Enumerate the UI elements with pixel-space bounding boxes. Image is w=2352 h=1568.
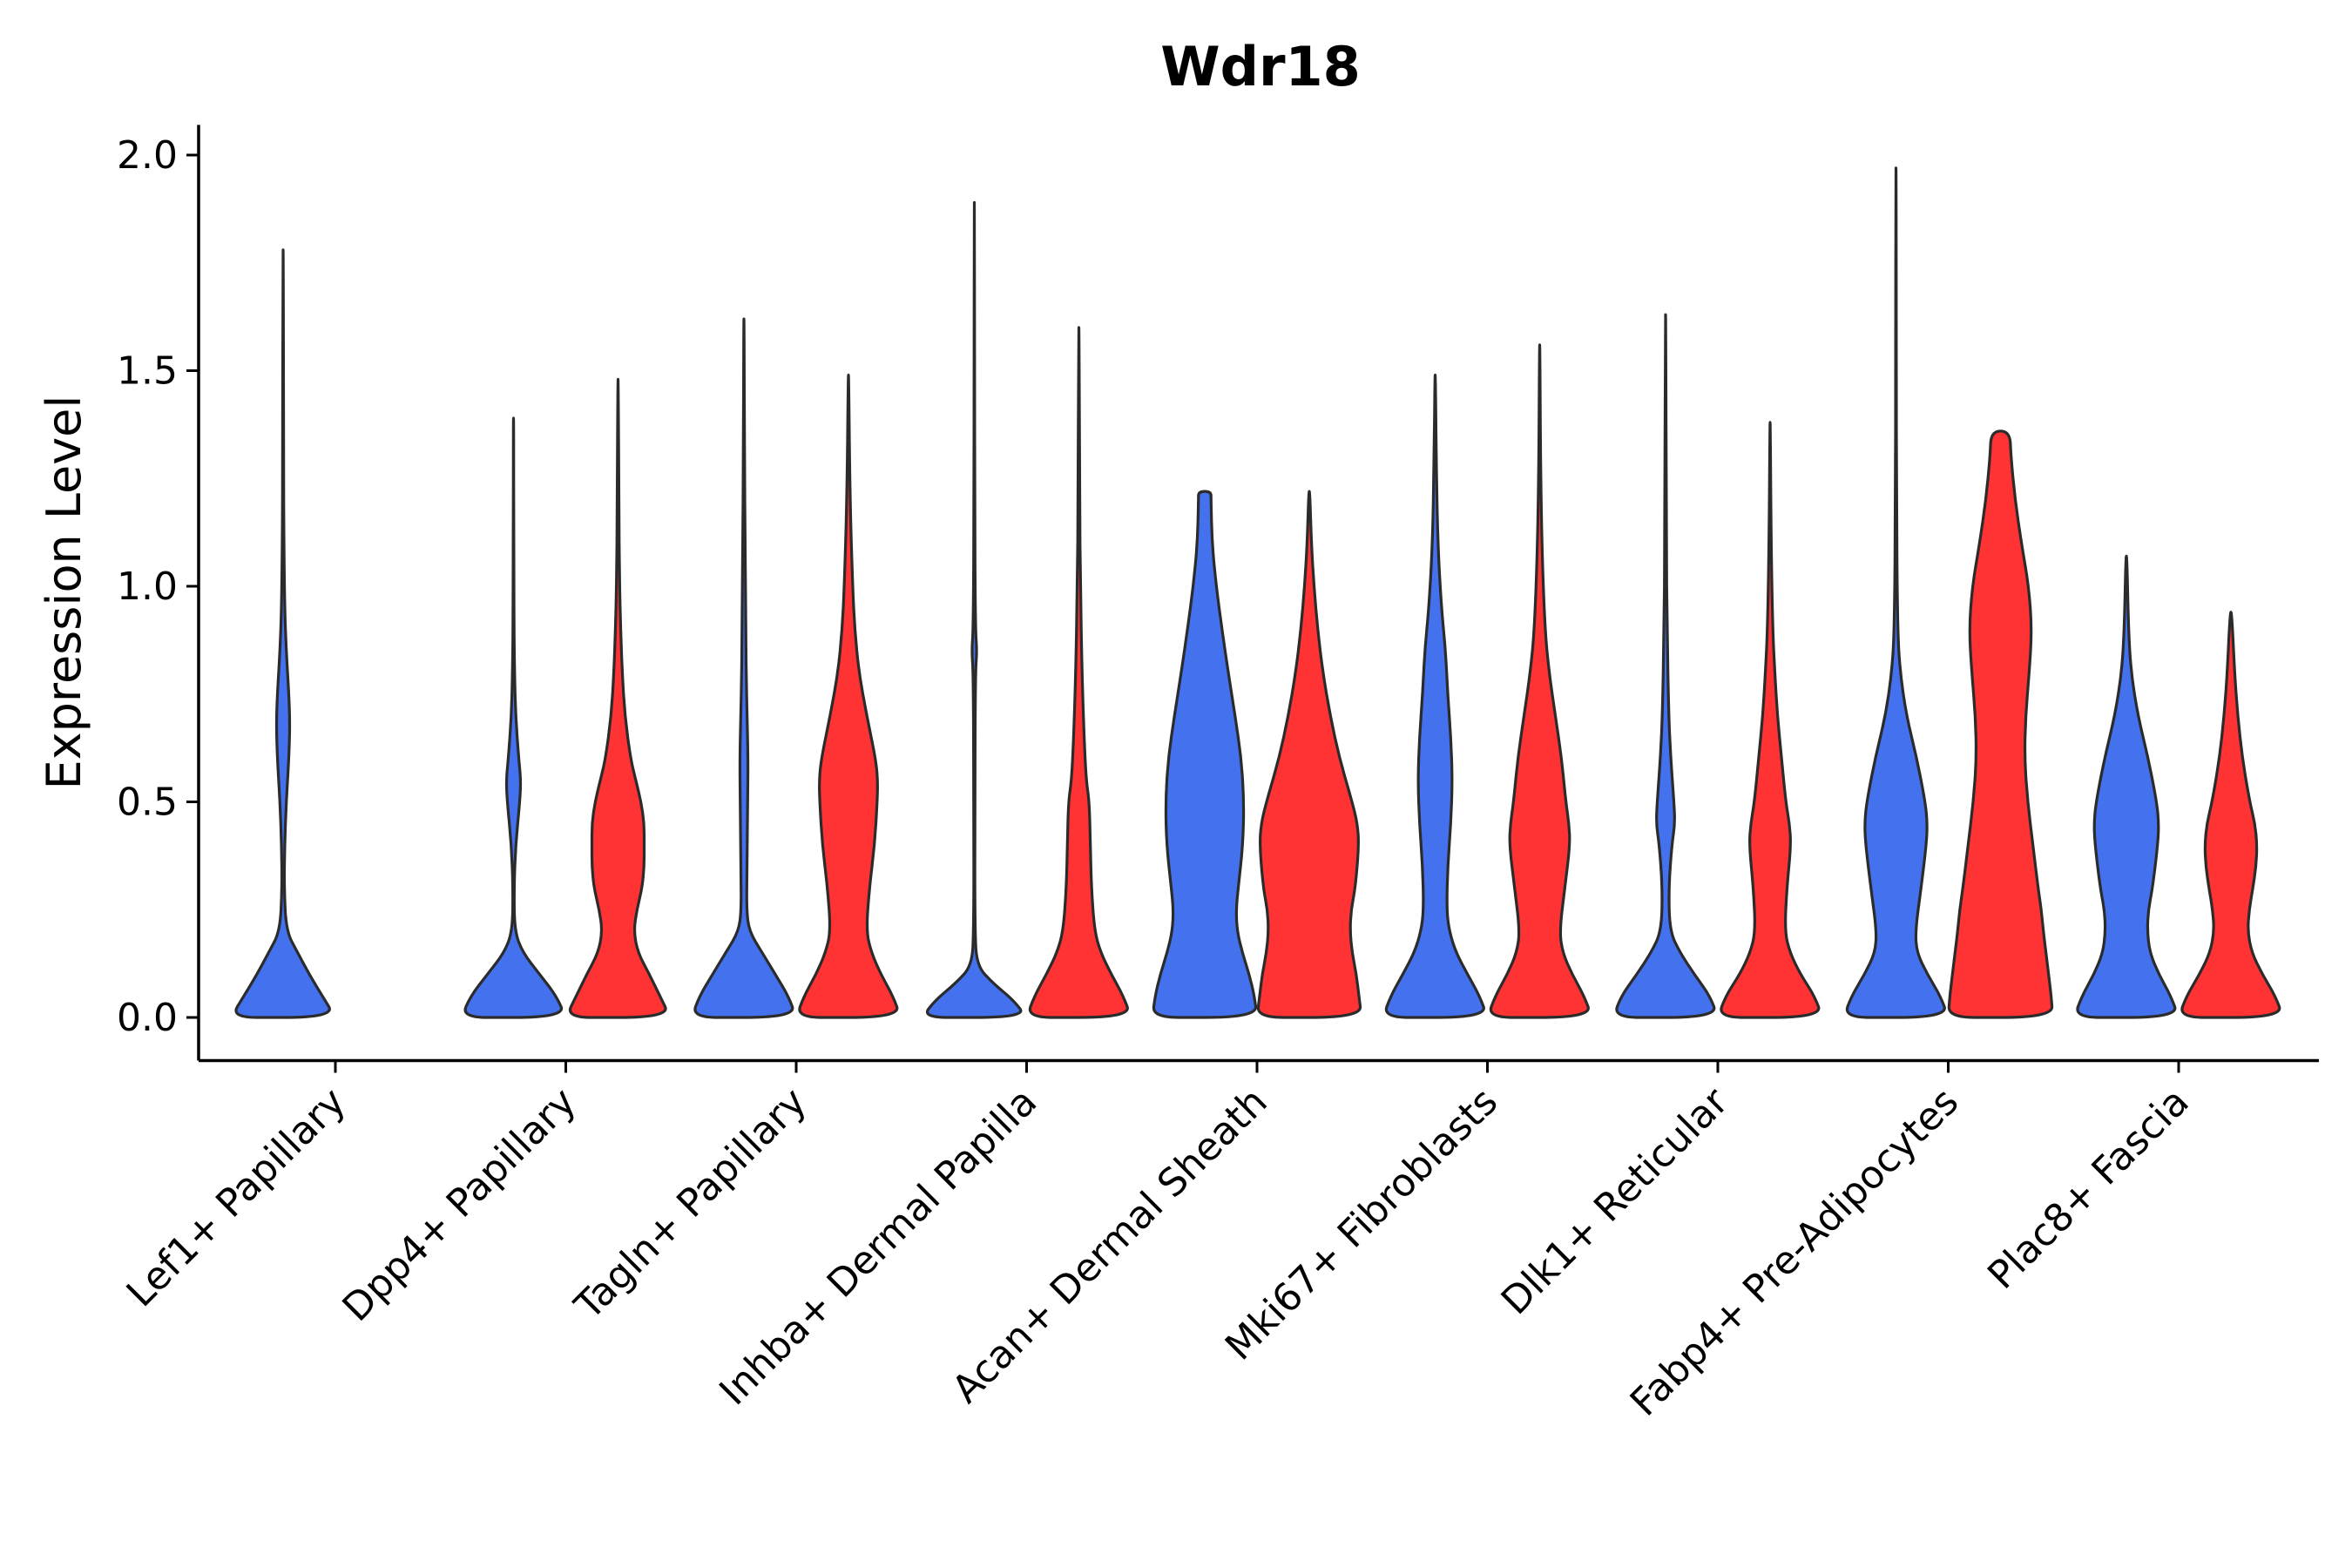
x-category-label: Lef1+ Papillary bbox=[118, 1079, 355, 1315]
x-category-label: Dlk1+ Reticular bbox=[1493, 1079, 1738, 1324]
violins-layer bbox=[234, 166, 2281, 1019]
violin-1-3 bbox=[693, 317, 794, 1019]
violin-2-3 bbox=[798, 373, 899, 1019]
violin-2-8 bbox=[1947, 429, 2054, 1019]
violin-1-7 bbox=[1615, 313, 1716, 1019]
violin-1-2 bbox=[463, 416, 564, 1019]
y-tick-label: 1.0 bbox=[117, 564, 178, 609]
violin-2-6 bbox=[1489, 343, 1590, 1019]
violin-1-6 bbox=[1384, 373, 1485, 1019]
violin-2-5 bbox=[1256, 490, 1362, 1019]
y-axis-label: Expression Level bbox=[37, 395, 91, 790]
y-tick-label: 0.5 bbox=[117, 781, 178, 825]
y-tick-label: 0.0 bbox=[117, 996, 178, 1040]
violin-2-9 bbox=[2180, 611, 2281, 1019]
violin-1-8 bbox=[1845, 166, 1946, 1019]
x-category-label: Tagln+ Papillary bbox=[566, 1079, 815, 1328]
violin-1-1 bbox=[234, 248, 331, 1019]
violin-1-9 bbox=[2076, 554, 2177, 1019]
x-category-label: Dpp4+ Papillary bbox=[335, 1079, 585, 1330]
x-category-label: Plac8+ Fascia bbox=[1979, 1079, 2198, 1298]
violin-2-4 bbox=[1028, 326, 1129, 1019]
violin-2-7 bbox=[1720, 421, 1821, 1019]
violin-2-2 bbox=[568, 377, 667, 1019]
violin-1-5 bbox=[1152, 490, 1258, 1019]
y-tick-label: 1.5 bbox=[117, 349, 178, 394]
violin-1-4 bbox=[925, 200, 1023, 1019]
chart-title: Wdr18 bbox=[1160, 35, 1361, 98]
y-tick-label: 2.0 bbox=[117, 133, 178, 178]
